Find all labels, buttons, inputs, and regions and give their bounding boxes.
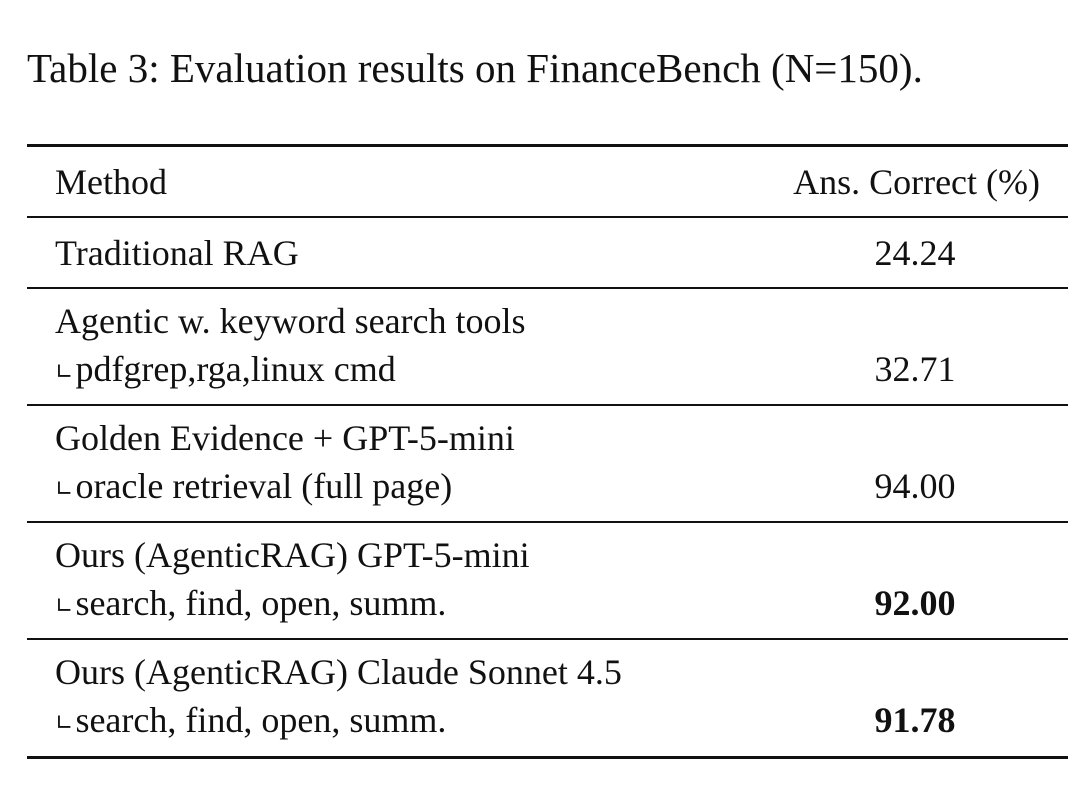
results-table: Method Ans. Correct (%) Traditional RAG … <box>27 144 1068 759</box>
score-cell: 94.00 <box>874 466 956 506</box>
header-score: Ans. Correct (%) <box>793 162 1040 202</box>
method-name: Traditional RAG <box>55 233 299 273</box>
method-cell: Ours (AgenticRAG) GPT-5-mini ∟search, fi… <box>55 531 738 631</box>
method-detail: ∟pdfgrep,rga,linux cmd <box>55 345 738 397</box>
method-detail-text: search, find, open, summ. <box>75 583 447 623</box>
method-name: Golden Evidence + GPT-5-mini <box>55 418 515 458</box>
method-detail: ∟search, find, open, summ. <box>55 696 738 748</box>
sub-item-marker: ∟ <box>55 594 74 619</box>
header-method: Method <box>55 162 167 202</box>
method-cell: Ours (AgenticRAG) Claude Sonnet 4.5 ∟sea… <box>55 648 738 748</box>
method-detail: ∟oracle retrieval (full page) <box>55 462 738 514</box>
sub-item-marker: ∟ <box>55 360 74 385</box>
table-row: Ours (AgenticRAG) Claude Sonnet 4.5 ∟sea… <box>27 640 1068 756</box>
table-row: Ours (AgenticRAG) GPT-5-mini ∟search, fi… <box>27 523 1068 640</box>
method-detail: ∟search, find, open, summ. <box>55 579 738 631</box>
method-name: Agentic w. keyword search tools <box>55 301 526 341</box>
score-cell-best: 92.00 <box>874 583 956 623</box>
method-detail-text: pdfgrep,rga,linux cmd <box>75 349 396 389</box>
table-row: Agentic w. keyword search tools ∟pdfgrep… <box>27 289 1068 406</box>
sub-item-marker: ∟ <box>55 477 74 502</box>
table-header-row: Method Ans. Correct (%) <box>27 147 1068 218</box>
table-caption: Table 3: Evaluation results on FinanceBe… <box>27 45 923 91</box>
table-row: Traditional RAG 24.24 <box>27 218 1068 289</box>
method-cell: Traditional RAG <box>55 232 738 274</box>
method-name: Ours (AgenticRAG) GPT-5-mini <box>55 535 530 575</box>
method-cell: Agentic w. keyword search tools ∟pdfgrep… <box>55 297 738 397</box>
sub-item-marker: ∟ <box>55 711 74 736</box>
method-name: Ours (AgenticRAG) Claude Sonnet 4.5 <box>55 652 622 692</box>
method-detail-text: oracle retrieval (full page) <box>75 466 453 506</box>
score-cell: 24.24 <box>874 233 956 273</box>
method-cell: Golden Evidence + GPT-5-mini ∟oracle ret… <box>55 414 738 514</box>
table-row: Golden Evidence + GPT-5-mini ∟oracle ret… <box>27 406 1068 523</box>
score-cell-best: 91.78 <box>874 700 956 740</box>
method-detail-text: search, find, open, summ. <box>75 700 447 740</box>
score-cell: 32.71 <box>874 349 956 389</box>
